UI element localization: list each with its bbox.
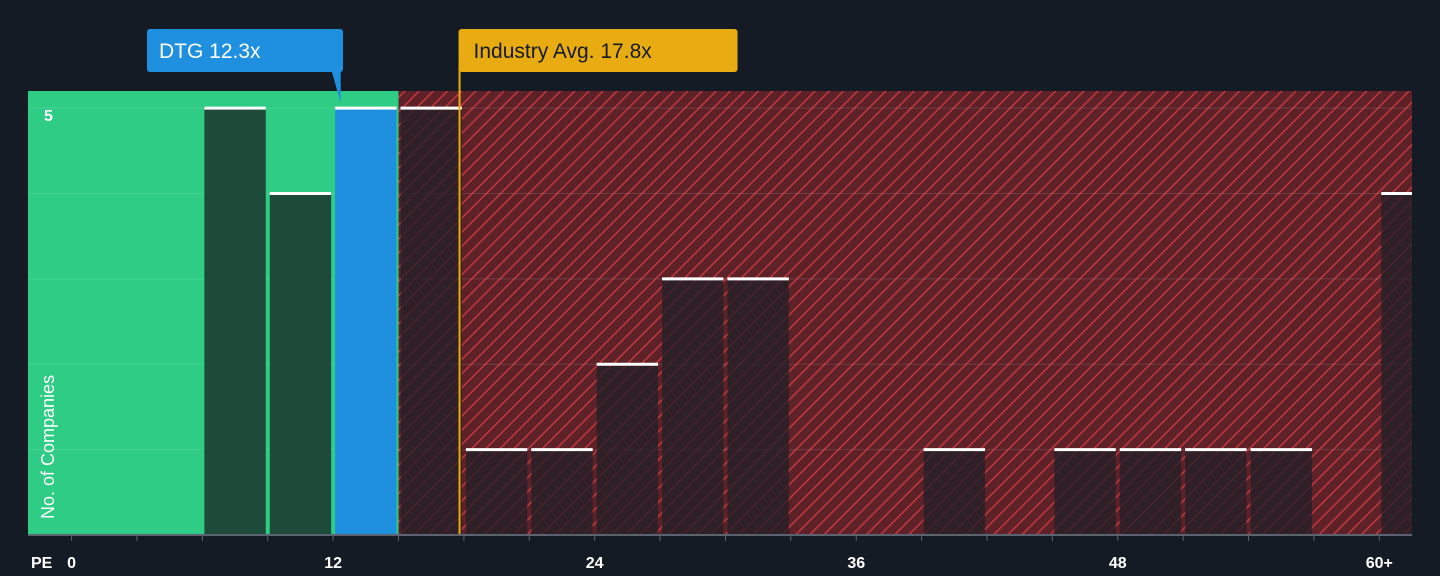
bar	[204, 108, 266, 536]
x-axis-ticks: 0 12 24 36 48 60+	[67, 535, 1393, 572]
bar	[1054, 449, 1116, 535]
industry-average-callout: Industry Avg. 17.8x	[458, 29, 738, 72]
subject-callout: DTG 12.3x	[147, 29, 343, 103]
subject-label: DTG 12.3x	[159, 40, 261, 63]
x-tick-label: 0	[67, 555, 76, 571]
x-tick-label: 48	[1109, 555, 1127, 571]
bars	[204, 106, 1412, 536]
bar	[400, 108, 462, 536]
bar	[1381, 193, 1412, 535]
x-tick-label: 24	[586, 555, 604, 571]
bar	[1250, 449, 1312, 535]
bar-subject	[335, 108, 397, 536]
y-tick-label: 5	[44, 108, 53, 125]
x-tick-label: 12	[324, 555, 342, 571]
industry-average-label: Industry Avg. 17.8x	[474, 40, 653, 63]
subject-label-box	[147, 29, 343, 72]
bar	[1119, 449, 1182, 535]
industry-average-label-box	[458, 29, 738, 72]
y-axis-ticks: 5	[44, 108, 53, 125]
x-axis-label: PE	[31, 555, 53, 571]
x-tick-label: 36	[847, 555, 865, 571]
bar	[923, 449, 985, 535]
x-tick-label: 60+	[1366, 555, 1393, 571]
subject-pointer	[331, 71, 341, 103]
bar	[662, 278, 724, 535]
bar	[465, 449, 528, 535]
bar	[531, 449, 593, 535]
bar	[727, 278, 789, 535]
bar	[596, 364, 659, 535]
y-axis-label: No. of Companies	[38, 375, 58, 519]
bar	[1185, 449, 1247, 535]
bar	[269, 193, 332, 535]
